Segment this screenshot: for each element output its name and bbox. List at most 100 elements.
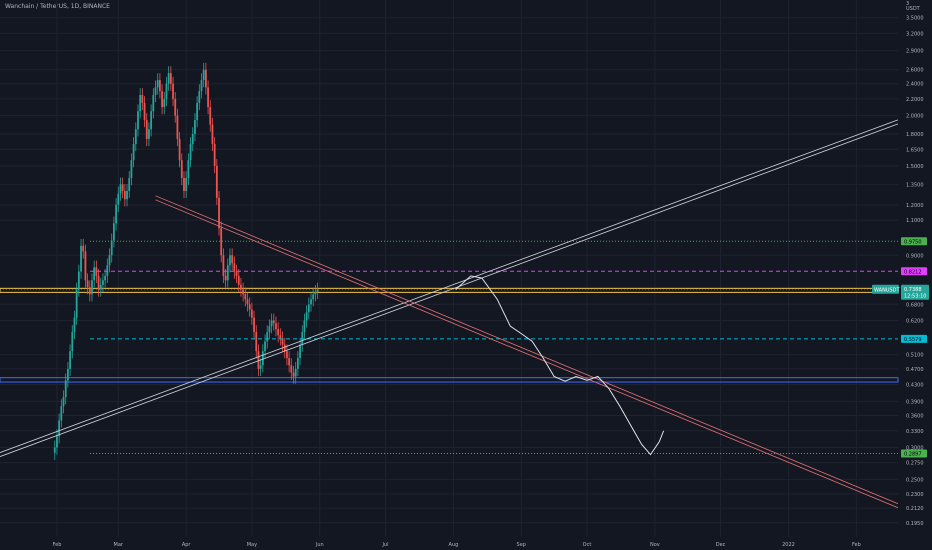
candle-body [270,320,273,327]
candle-body [191,134,194,145]
candle-body [213,144,216,166]
last-price-label: 0.7388 [904,287,922,293]
candle-body [231,255,234,264]
x-tick-label: Mar [114,542,124,548]
candle-body [215,165,218,198]
x-tick-label: Oct [583,542,592,548]
candle-body [266,332,269,342]
projection-path [455,275,665,456]
candle-body [178,138,181,161]
candle-body [229,255,231,266]
level-label: 0.5579 [904,337,922,343]
candle-body [198,91,201,103]
candle-body [108,255,111,266]
zone-band [0,377,899,383]
candle-body [91,280,93,295]
y-tick-label: 0.1950 [906,521,924,527]
y-tick-label: 0.3600 [906,414,924,420]
candle-body [222,255,225,276]
x-tick-label: Feb [53,542,62,548]
candle-body [200,80,203,92]
candle-body [115,204,117,224]
time-axis [0,537,932,550]
candle-body [250,309,253,318]
y-tick-label: 1.2000 [906,203,924,209]
candle-body [154,87,157,96]
last-price-box [901,284,929,300]
candle-body [312,294,315,300]
candle-body [106,265,109,276]
candle-body [66,368,69,381]
candle-body [77,271,80,290]
trendline-ascending [0,123,899,457]
level-label-box [901,267,927,276]
candle-body [220,228,223,256]
y-tick-label: 2.4000 [906,82,924,88]
y-tick-label: 2.6000 [906,68,924,74]
candle-body [128,177,131,191]
candle-body [237,275,240,285]
candle-body [119,184,122,194]
y-tick-label: 2.0000 [906,114,924,120]
candle-body [161,91,163,108]
candle-body [165,83,168,99]
candle-body [180,160,183,178]
candle-body [233,263,236,272]
countdown-label: 12:53:10 [904,293,926,299]
symbol-tag-box [872,284,899,294]
x-tick-label: Aug [448,542,458,548]
x-tick-label: 2022 [782,542,795,548]
candle-body [246,299,249,305]
candle-body [294,368,297,377]
candle-body [299,344,301,359]
level-label-box [901,237,927,246]
candle-body [189,144,192,161]
trendline-ascending [0,119,899,453]
candle-body [305,312,308,321]
candle-body [117,193,120,205]
candle-body [290,365,293,373]
candle-body [73,317,76,333]
candle-body [176,115,179,139]
candle-body [84,251,87,281]
y-tick-label: 1.3500 [906,182,924,188]
candle-body [62,397,65,407]
candle-body [281,338,284,345]
y-tick-label: 3.2000 [906,31,924,37]
candle-body [137,111,139,130]
candle-body [71,332,74,352]
candle-body [204,69,207,88]
level-label-box [901,334,927,343]
candle-body [69,351,71,369]
candle-body [112,223,115,241]
y-tick-label: 0.3900 [906,400,924,406]
level-label: 0.8212 [904,269,922,275]
candle-body [150,111,153,130]
y-tick-label: 0.4300 [906,382,924,388]
candle-body [134,129,137,145]
candle-body [242,289,245,295]
candle-body [60,406,63,421]
x-tick-label: Jun [315,542,324,548]
x-tick-label: Dec [716,542,726,548]
candle-body [93,267,96,281]
candle-body [316,289,319,292]
candle-body [169,73,172,84]
candle-body [277,329,280,336]
candle-body [95,267,98,276]
candle-body [130,160,133,178]
candle-body [75,289,78,318]
candle-body [292,372,295,377]
y-tick-label: 1.6500 [906,147,924,153]
candle-body [99,284,102,290]
candle-body [226,265,229,281]
candle-body [126,190,128,200]
y-tick-label: 0.3000 [906,445,924,451]
candle-body [283,344,286,352]
y-tick-label: 1.8000 [906,132,924,138]
candle-body [257,351,260,369]
candle-body [196,102,199,121]
y-tick-label: 0.3300 [906,429,924,435]
candle-body [102,280,104,285]
